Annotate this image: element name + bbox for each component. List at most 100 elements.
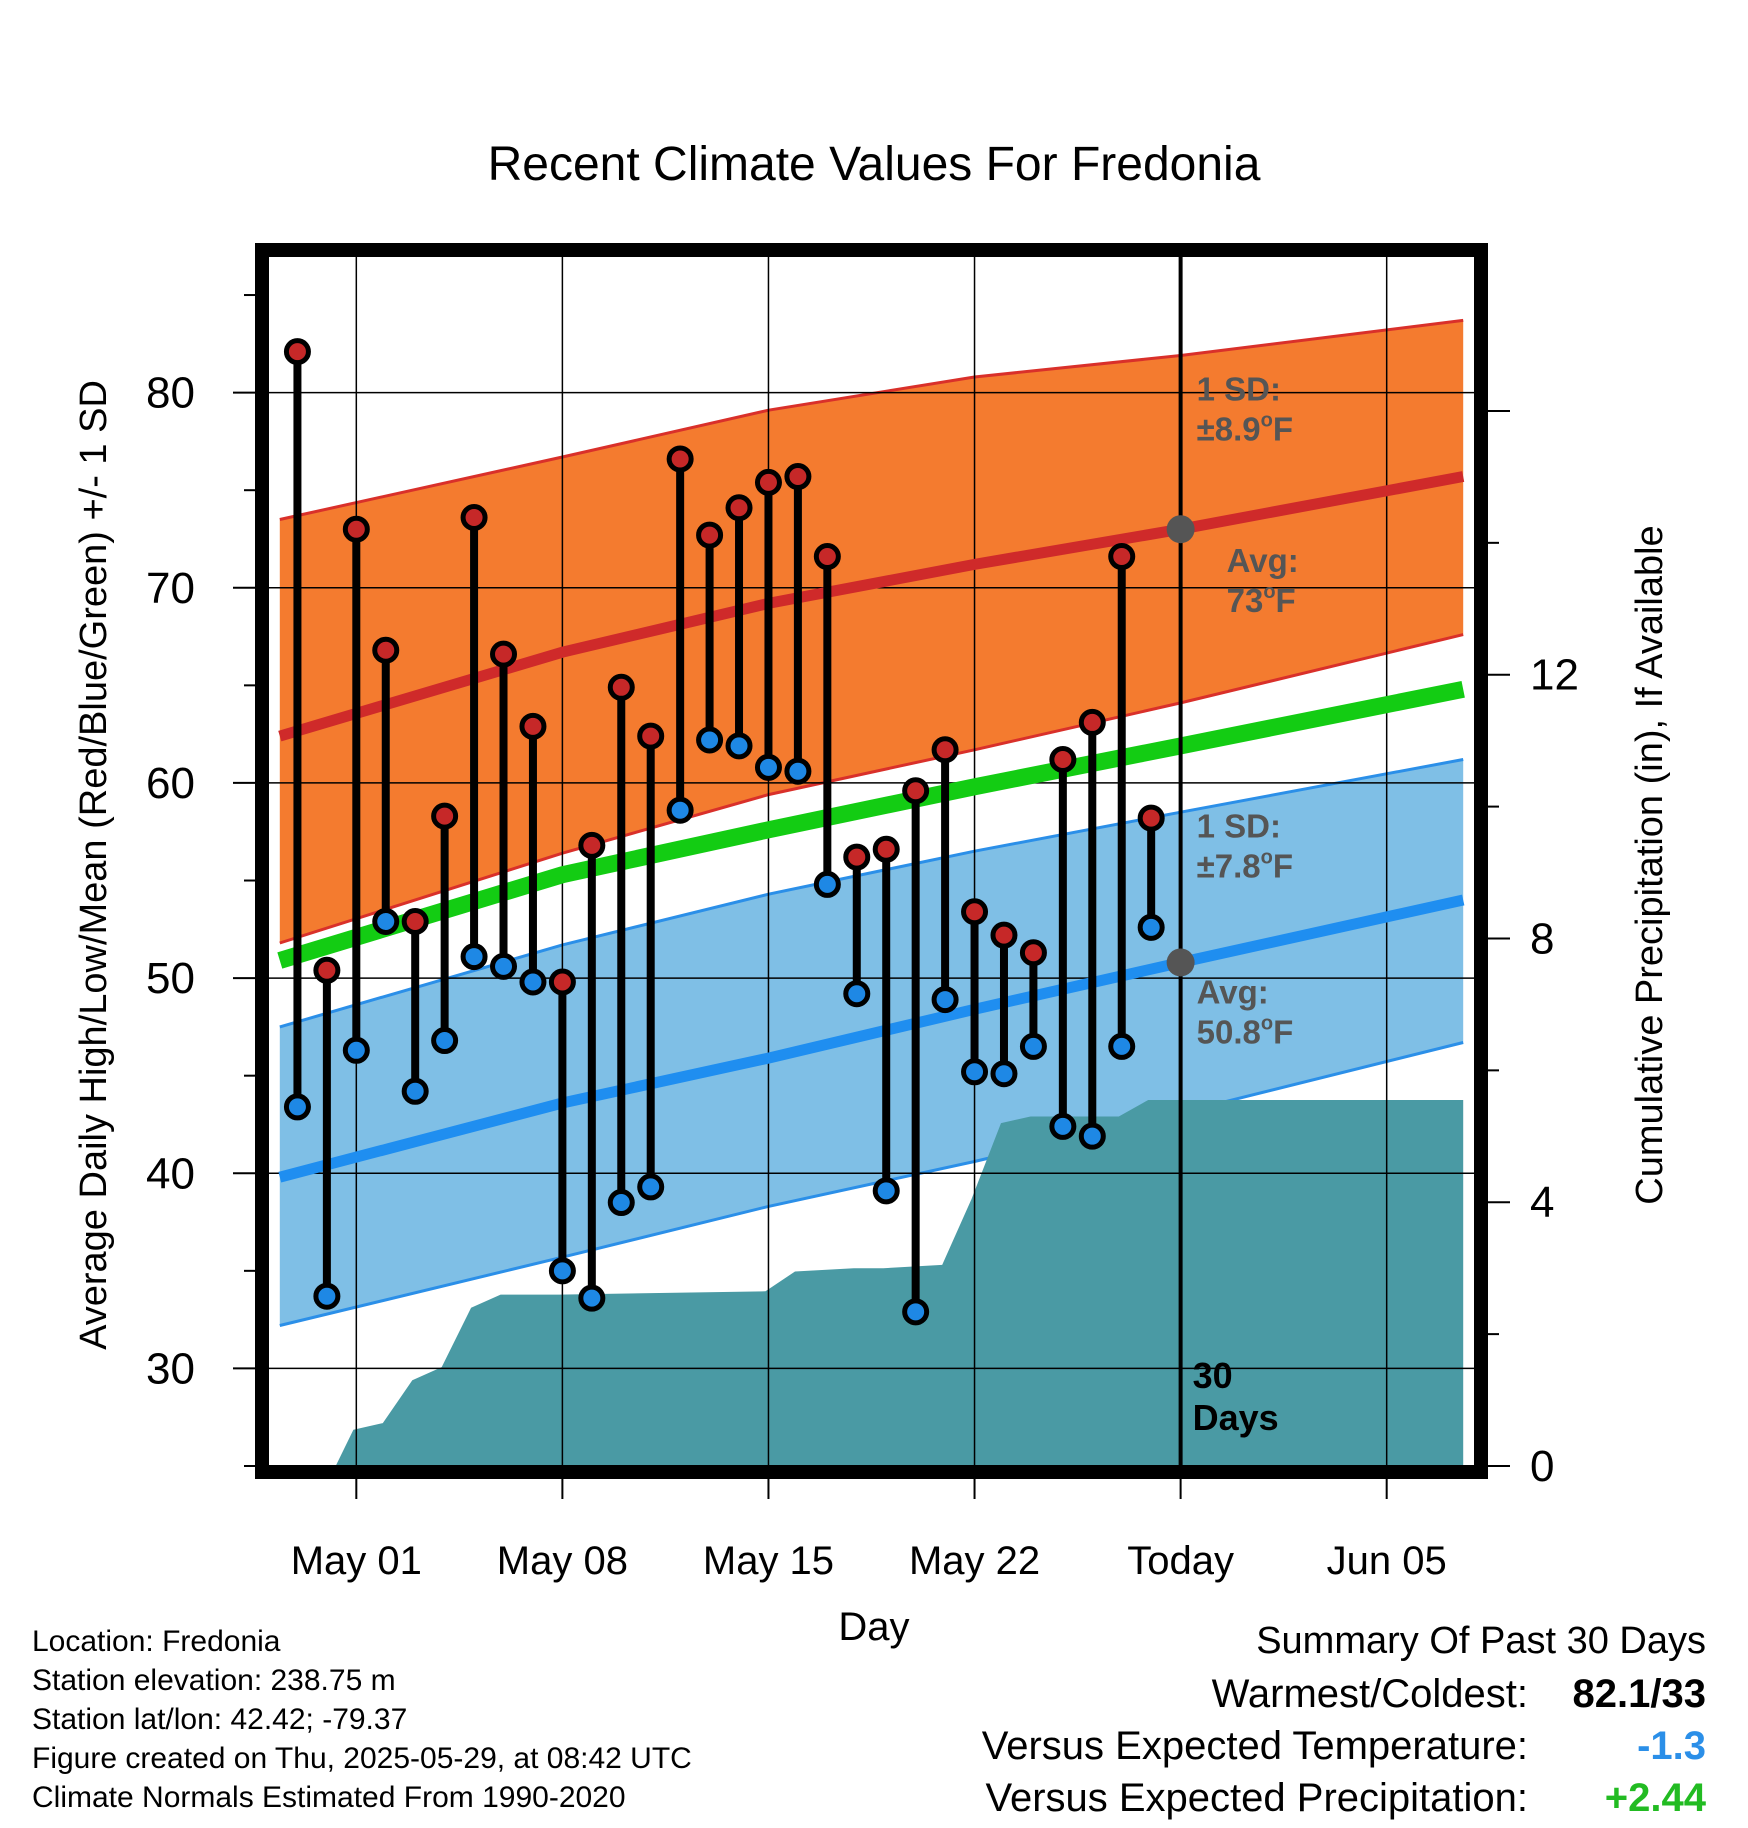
high-avg-line [278, 471, 1465, 742]
daily-high-point [872, 835, 900, 863]
daily-high-point [519, 712, 547, 740]
y-tick-label: 50 [146, 954, 195, 1003]
daily-low-point [460, 943, 488, 971]
daily-high-point [1108, 543, 1136, 571]
high-sd-annotation-line: ±8.9oF [1197, 409, 1293, 447]
daily-low-point [843, 980, 871, 1008]
daily-low-point [666, 796, 694, 824]
temp-anomaly-value: -1.3 [1637, 1724, 1706, 1768]
daily-high-point [843, 843, 871, 871]
daily-high-point [578, 831, 606, 859]
days-window-label-line: 30 [1193, 1355, 1233, 1396]
daily-low-point [1137, 913, 1165, 941]
daily-low-point [813, 870, 841, 898]
daily-high-point [1049, 746, 1077, 774]
daily-low-point [725, 732, 753, 760]
low-sd-band [279, 759, 1464, 1326]
low-sd-upper-edge [279, 758, 1464, 1029]
daily-high-point [1078, 708, 1106, 736]
daily-low-point [401, 1077, 429, 1105]
daily-low-point [1078, 1122, 1106, 1150]
summary-panel: Summary Of Past 30 Days Warmest/Coldest:… [806, 1620, 1706, 1828]
low-avg-annotation-line: 50.8oF [1197, 1012, 1294, 1050]
daily-high-point [1019, 939, 1047, 967]
degree-superscript: o [1261, 409, 1273, 431]
mean-avg-line [277, 680, 1465, 969]
daily-high-point [666, 445, 694, 473]
low-sd-annotation-line: 1 SD: [1197, 808, 1281, 845]
unit-text: F [1276, 582, 1296, 619]
y-tick-label: 70 [146, 564, 195, 613]
plot-frame [255, 243, 1488, 1479]
y2-tick-label: 12 [1530, 651, 1579, 700]
y2-tick-label: 4 [1530, 1178, 1554, 1227]
daily-high-point [784, 463, 812, 491]
normals-text: Climate Normals Estimated From 1990-2020 [32, 1781, 626, 1814]
days-window-label: 30 Days [1193, 1355, 1279, 1438]
unit-text: F [1273, 848, 1293, 885]
latlon-text: Station lat/lon: 42.42; -79.37 [32, 1703, 408, 1736]
high-avg-annotation-line: Avg: [1227, 542, 1299, 579]
location-text: Location: Fredonia [32, 1625, 281, 1658]
precip-anomaly-label: Versus Expected Precipitation: [985, 1776, 1528, 1820]
precip-anomaly-value: +2.44 [1604, 1776, 1706, 1820]
daily-high-point [607, 673, 635, 701]
daily-low-point [990, 1060, 1018, 1088]
high-avg-annotation-line: 73oF [1227, 581, 1296, 619]
low-sd-annotation-line: ±7.8oF [1197, 847, 1293, 885]
daily-low-point [902, 1298, 930, 1326]
daily-high-point [372, 636, 400, 664]
y-tick-label: 60 [146, 759, 195, 808]
degree-superscript: o [1261, 1012, 1273, 1034]
created-text: Figure created on Thu, 2025-05-29, at 08… [32, 1742, 692, 1775]
y-axis-title: Average Daily High/Low/Mean (Red/Blue/Gr… [73, 380, 115, 1350]
y-tick-label: 80 [146, 369, 195, 418]
daily-high-point [637, 722, 665, 750]
daily-high-point [460, 504, 488, 532]
daily-low-point [1049, 1112, 1077, 1140]
daily-high-point [902, 777, 930, 805]
y2-axis-title: Cumulative Precipitation (in), If Availa… [1629, 525, 1671, 1204]
daily-high-point [1137, 804, 1165, 832]
unit-text: F [1273, 410, 1293, 447]
daily-low-point [490, 952, 518, 980]
elevation-text: Station elevation: 238.75 m [32, 1664, 396, 1697]
low-sd-annotation: 1 SD: ±7.8oF [1197, 808, 1293, 885]
high-sd-lower-edge [279, 633, 1464, 945]
chart-title: Recent Climate Values For Fredonia [488, 138, 1261, 191]
low-avg-annotation: Avg: 50.8oF [1197, 973, 1294, 1050]
degree-superscript: o [1261, 847, 1273, 869]
summary-precipitation: Versus Expected Precipitation: +2.44 [806, 1776, 1706, 1828]
daily-high-point [696, 521, 724, 549]
high-sd-annotation-line: 1 SD: [1197, 370, 1281, 407]
daily-low-point [548, 1257, 576, 1285]
x-tick-label: Today [1127, 1539, 1234, 1583]
summary-warm-cold: Warmest/Coldest: 82.1/33 [806, 1672, 1706, 1724]
daily-low-point [607, 1189, 635, 1217]
daily-low-point [372, 908, 400, 935]
daily-high-point [283, 338, 311, 366]
daily-high-point [813, 543, 841, 571]
daily-high-point [401, 908, 429, 935]
daily-low-point [1019, 1032, 1047, 1060]
high-avg-annotation: Avg: 73oF [1227, 542, 1299, 619]
daily-high-point [754, 468, 782, 496]
high-avg-today-marker [1166, 515, 1195, 544]
y2-tick-label: 8 [1530, 914, 1554, 963]
high-sd-band [279, 320, 1464, 943]
y2-tick-label: 0 [1530, 1442, 1554, 1491]
daily-high-point [961, 898, 989, 926]
low-avg-line [278, 894, 1465, 1183]
daily-high-point [931, 736, 959, 764]
daily-low-point [519, 968, 547, 996]
daily-low-point [754, 753, 782, 781]
low-avg-annotation-line: Avg: [1197, 973, 1269, 1010]
daily-high-point [490, 640, 518, 668]
daily-low-point [578, 1284, 606, 1312]
summary-title: Summary Of Past 30 Days [806, 1620, 1706, 1672]
daily-high-point [990, 921, 1018, 949]
station-metadata: Location: Fredonia Station elevation: 23… [32, 1622, 692, 1817]
daily-low-point [872, 1177, 900, 1205]
